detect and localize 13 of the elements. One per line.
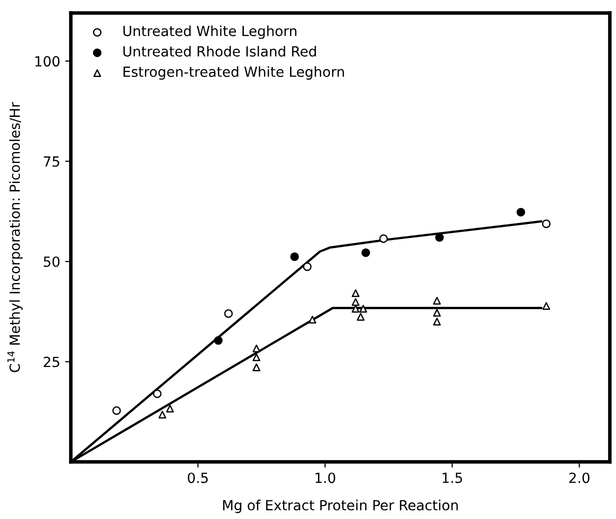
y-tick-label: 75 <box>44 156 60 167</box>
y-axis-title: C$^{14}$ Methyl Incorporation: Picomoles/Hr <box>7 102 23 372</box>
x-axis-title: Mg of Extract Protein Per Reaction <box>223 500 458 514</box>
legend-label: Untreated Rhode Island Red <box>123 46 316 57</box>
x-tick-label: 2.0 <box>569 472 590 484</box>
y-tick-label: 25 <box>44 356 60 368</box>
x-tick-label: 1.5 <box>442 472 462 484</box>
legend-label: Untreated White Leghorn <box>123 25 296 39</box>
y-tick-label: 100 <box>35 56 60 67</box>
legend-label: Estrogen-treated White Leghorn <box>124 66 344 80</box>
x-tick-label: 1.0 <box>316 472 336 484</box>
x-tick-label: 0.5 <box>188 472 208 484</box>
y-tick-label: 50 <box>44 256 60 267</box>
